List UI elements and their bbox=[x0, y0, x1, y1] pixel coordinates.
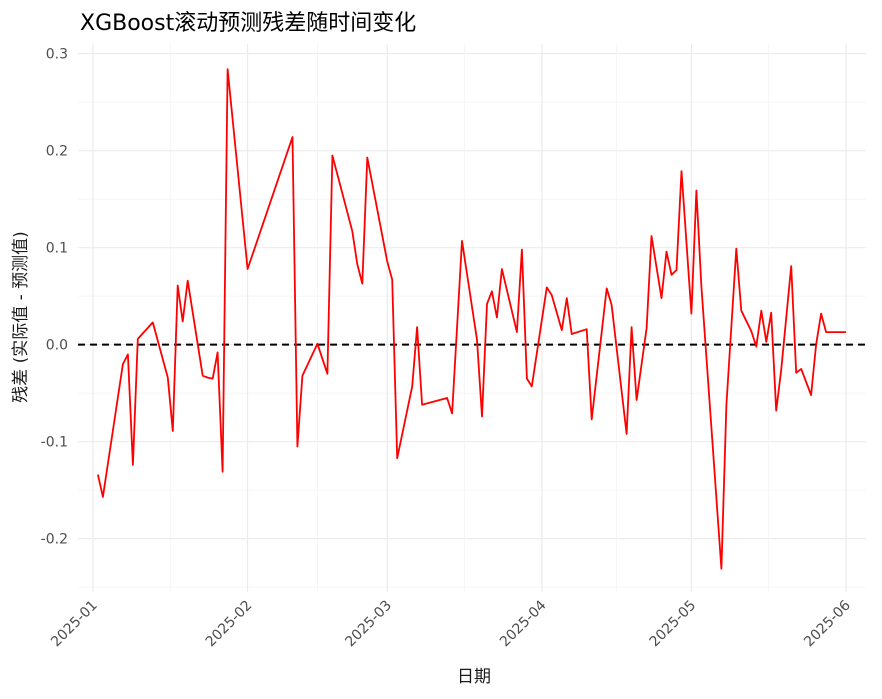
x-tick-label: 2025-03 bbox=[342, 598, 395, 651]
x-axis-ticks: 2025-01 2025-02 2025-03 2025-04 2025-05 2025-… bbox=[48, 597, 854, 650]
y-tick-label: 0.3 bbox=[46, 47, 68, 63]
y-axis-ticks: -0.2 -0.1 0.0 0.1 0.2 0.3 bbox=[41, 47, 68, 548]
grid bbox=[78, 44, 866, 592]
x-axis-title: 日期 bbox=[457, 667, 491, 687]
y-tick-label: -0.2 bbox=[41, 532, 68, 548]
chart-title: XGBoost滚动预测残差随时间变化 bbox=[80, 11, 416, 36]
x-tick-label: 2025-04 bbox=[497, 597, 550, 650]
residual-series-line bbox=[97, 68, 847, 570]
y-tick-label: -0.1 bbox=[41, 435, 68, 451]
x-tick-label: 2025-02 bbox=[203, 598, 256, 651]
y-tick-label: 0.0 bbox=[46, 338, 68, 354]
y-axis-title: 残差 (实际值 - 预测值) bbox=[11, 231, 31, 403]
series-group bbox=[97, 68, 847, 570]
x-tick-label: 2025-01 bbox=[48, 598, 101, 651]
y-tick-label: 0.1 bbox=[46, 241, 68, 257]
y-tick-label: 0.2 bbox=[46, 144, 68, 160]
x-tick-label: 2025-05 bbox=[647, 598, 700, 651]
x-tick-label: 2025-06 bbox=[801, 597, 854, 650]
